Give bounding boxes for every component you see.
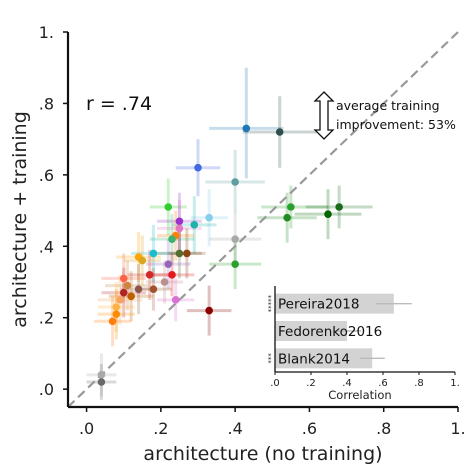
y-tick-label-3: .6	[39, 166, 54, 185]
inset-x-tick-label-1: .2	[306, 378, 316, 389]
x-tick-label-5: 1.	[450, 419, 465, 438]
data-point-24	[168, 271, 176, 279]
data-point-32	[116, 296, 124, 304]
data-point-10	[205, 213, 213, 222]
data-point-18	[183, 249, 191, 258]
inset-x-tick-label-5: 1.	[450, 378, 460, 389]
inset-bar-2	[275, 348, 373, 369]
data-point-12	[175, 224, 184, 233]
data-point-39	[97, 378, 106, 386]
inset-bar-1	[275, 321, 347, 341]
data-point-7	[335, 203, 343, 211]
data-point-37	[108, 317, 117, 326]
data-point-31	[127, 292, 135, 301]
inset-bar-0	[275, 293, 394, 314]
x-tick-label-4: .8	[376, 419, 391, 438]
data-point-35	[205, 306, 213, 315]
data-point-17	[175, 249, 184, 258]
data-point-20	[138, 256, 147, 265]
data-point-5	[283, 213, 291, 222]
data-point-36	[112, 310, 121, 318]
inset-significance-2: ***	[267, 353, 275, 364]
data-point-0	[242, 124, 251, 133]
x-tick-label-3: .6	[302, 419, 317, 438]
inset-bar-label-0: Pereira2018	[278, 297, 359, 313]
data-point-14	[168, 235, 176, 243]
inset-bar-chart: Pereira2018***** Fedorenko2016 Blank2014**…	[267, 284, 460, 404]
data-point-25	[119, 274, 128, 283]
data-point-29	[149, 285, 158, 293]
data-point-38	[97, 371, 106, 379]
inset-x-axis-title: Correlation	[328, 388, 391, 402]
inset-x-tick-label-4: .8	[414, 378, 424, 389]
double-arrow-icon	[313, 91, 335, 140]
axes: .0 .2 .4 .6 .8 1. .0 .2 .4 .6 .8 1.	[39, 23, 466, 438]
data-point-26	[160, 278, 169, 286]
y-tick-label-2: .4	[39, 237, 54, 256]
inset-bar-label-2: Blank2014	[278, 351, 350, 367]
inset-x-tick-label-2: .4	[342, 378, 352, 389]
data-point-8	[164, 203, 173, 211]
data-point-6	[324, 210, 332, 218]
data-point-1	[275, 128, 284, 136]
y-axis-title: architecture + training	[9, 111, 31, 328]
y-tick-label-1: .2	[39, 309, 54, 328]
data-point-22	[231, 260, 239, 268]
x-tick-label-1: .2	[153, 419, 168, 438]
annotation-line-2: improvement: 53%	[336, 117, 456, 132]
data-point-30	[119, 288, 128, 297]
point-layer	[97, 124, 343, 386]
data-point-21	[164, 260, 173, 268]
data-point-27	[123, 281, 132, 290]
data-point-33	[171, 296, 180, 304]
data-point-4	[287, 203, 295, 211]
identity-diagonal	[67, 31, 459, 408]
inset-bar-label-1: Fedorenko2016	[278, 324, 382, 340]
y-tick-label-0: .0	[39, 380, 54, 399]
annotation-line-1: average training	[336, 98, 440, 113]
data-point-11	[190, 221, 199, 229]
data-point-34	[112, 303, 121, 311]
y-tick-label-4: .8	[39, 94, 54, 113]
inset-x-tick-label-0: .0	[270, 378, 280, 389]
improvement-arrow	[313, 91, 335, 140]
x-axis-title: architecture (no training)	[143, 443, 382, 465]
correlation-label: r = .74	[86, 93, 152, 115]
y-tick-label-5: 1.	[39, 23, 54, 42]
data-point-9	[175, 217, 184, 226]
inset-x-tick-label-3: .6	[378, 378, 388, 389]
data-point-28	[134, 285, 143, 293]
inset-significance-0: *****	[267, 294, 275, 312]
x-tick-label-0: .0	[79, 419, 94, 438]
data-point-16	[149, 249, 158, 258]
data-point-3	[231, 178, 239, 186]
x-tick-label-2: .4	[228, 419, 243, 438]
data-point-2	[194, 163, 202, 172]
data-point-15	[231, 235, 239, 243]
data-point-23	[145, 271, 154, 279]
